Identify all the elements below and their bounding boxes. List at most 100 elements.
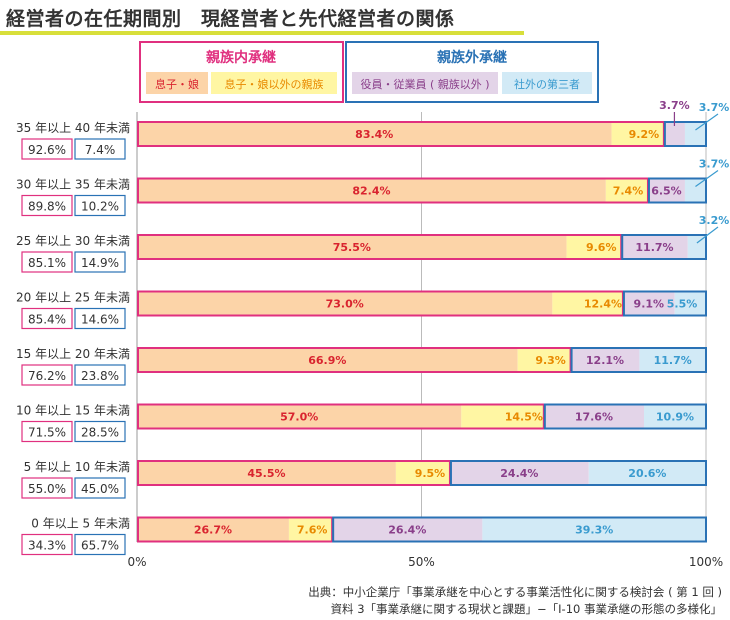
data-label: 20.6% — [628, 467, 666, 480]
internal-total-box — [21, 533, 73, 556]
chart-title: 経営者の在任期間別 現経営者と先代経営者の関係 — [6, 8, 455, 30]
source-line-2: 資料 3「事業承継に関する現状と課題」−「Ⅰ-10 事業承継の形態の多様化」 — [330, 602, 722, 616]
data-label: 12.1% — [586, 354, 624, 367]
internal-total-label: 92.6% — [28, 143, 66, 157]
data-label: 45.5% — [247, 467, 285, 480]
data-label: 3.7% — [659, 99, 690, 112]
bar-segment — [137, 291, 553, 316]
legend-internal-title: 親族内承継 — [206, 49, 276, 66]
data-label: 5.5% — [667, 298, 698, 311]
internal-total-label: 71.5% — [28, 426, 66, 440]
category-label: 5 年以上 10 年未満 — [24, 460, 130, 474]
bar-internal-outline — [137, 234, 623, 260]
data-label: 26.4% — [388, 524, 426, 537]
internal-total-box — [21, 251, 73, 273]
external-total-label: 10.2% — [81, 200, 119, 214]
internal-total-label: 85.4% — [28, 313, 66, 327]
legend-swatch-employee — [352, 72, 498, 94]
data-label: 9.5% — [415, 467, 446, 480]
bar-segment — [137, 235, 567, 259]
bar-segment — [621, 235, 688, 259]
category-label: 10 年以上 15 年未満 — [16, 404, 130, 418]
category-label: 30 年以上 35 年未満 — [16, 178, 130, 192]
data-label-leader — [696, 226, 719, 244]
internal-total-label: 85.1% — [28, 256, 66, 270]
external-total-box — [74, 194, 126, 217]
bar-segment — [395, 461, 450, 485]
bar-segment — [137, 517, 289, 542]
legend-label-employee: 役員・従業員 ( 親族以外 ) — [360, 77, 489, 91]
internal-total-label: 55.0% — [28, 482, 66, 496]
bar-external-outline — [622, 290, 708, 317]
bar-external-outline — [449, 460, 708, 486]
data-label: 9.2% — [629, 128, 660, 141]
external-total-box — [74, 364, 126, 386]
bar-segment — [647, 178, 685, 203]
data-label-leader — [695, 113, 719, 131]
bar-external-outline — [647, 177, 707, 204]
internal-total-box — [21, 138, 73, 160]
bar-external-outline — [332, 516, 707, 543]
data-label: 7.4% — [613, 185, 644, 198]
data-label: 11.7% — [635, 241, 673, 254]
internal-total-box — [21, 307, 73, 330]
bar-internal-outline — [137, 403, 545, 430]
external-total-box — [74, 420, 126, 443]
bar-segment — [461, 404, 544, 429]
bar-segment — [639, 348, 706, 372]
bar-segment — [552, 291, 623, 316]
data-label: 3.2% — [699, 214, 730, 227]
external-total-box — [74, 138, 126, 160]
internal-total-label: 76.2% — [28, 369, 66, 383]
data-label: 75.5% — [333, 241, 371, 254]
external-total-box — [74, 533, 126, 556]
bar-segment — [663, 122, 685, 146]
bar-external-outline — [543, 403, 708, 430]
bar-segment — [449, 461, 589, 485]
external-total-label: 7.4% — [85, 143, 116, 157]
bar-segment — [588, 461, 706, 485]
internal-total-box — [21, 194, 73, 217]
legend-label-third-party: 社外の第三者 — [514, 77, 580, 91]
bar-segment — [570, 348, 640, 372]
external-total-label: 14.9% — [81, 256, 119, 270]
bar-external-outline — [570, 347, 707, 373]
x-tick-label: 0% — [127, 555, 146, 569]
bar-external-outline — [621, 234, 707, 260]
external-total-label: 14.6% — [81, 313, 119, 327]
data-label-leader — [695, 170, 719, 187]
data-label: 9.3% — [535, 354, 566, 367]
data-label: 10.9% — [656, 411, 694, 424]
data-label: 83.4% — [355, 128, 393, 141]
external-total-label: 28.5% — [81, 426, 119, 440]
data-label: 6.5% — [651, 185, 682, 198]
data-label: 3.7% — [699, 101, 730, 114]
bar-segment — [137, 122, 612, 146]
bar-segment — [643, 404, 706, 429]
bar-segment — [687, 235, 706, 259]
source-line-1: 出典：中小企業庁「事業承継を中心とする事業活性化に関する検討会 ( 第 1 回 … — [308, 585, 722, 599]
bar-segment — [288, 517, 333, 542]
external-total-label: 65.7% — [81, 539, 119, 553]
legend-swatch-other-relative — [211, 72, 337, 94]
bar-segment — [622, 291, 675, 316]
internal-total-box — [21, 364, 73, 386]
data-label: 24.4% — [500, 467, 538, 480]
bar-segment — [543, 404, 644, 429]
external-total-label: 45.0% — [81, 482, 119, 496]
title-underline — [0, 31, 524, 35]
internal-total-box — [21, 477, 73, 499]
data-label: 39.3% — [575, 524, 613, 537]
data-label: 9.1% — [634, 298, 665, 311]
bar-segment — [611, 122, 664, 146]
bar-segment — [137, 461, 396, 485]
bar-segment — [482, 517, 706, 542]
legend-swatch-third-party — [502, 72, 592, 94]
legend-swatch-son-daughter — [146, 72, 208, 94]
bar-segment — [137, 178, 606, 203]
bar-segment — [566, 235, 622, 259]
bar-segment — [332, 517, 483, 542]
legend-label-other-relative: 息子・娘以外の親族 — [225, 77, 324, 91]
bar-segment — [684, 178, 706, 203]
